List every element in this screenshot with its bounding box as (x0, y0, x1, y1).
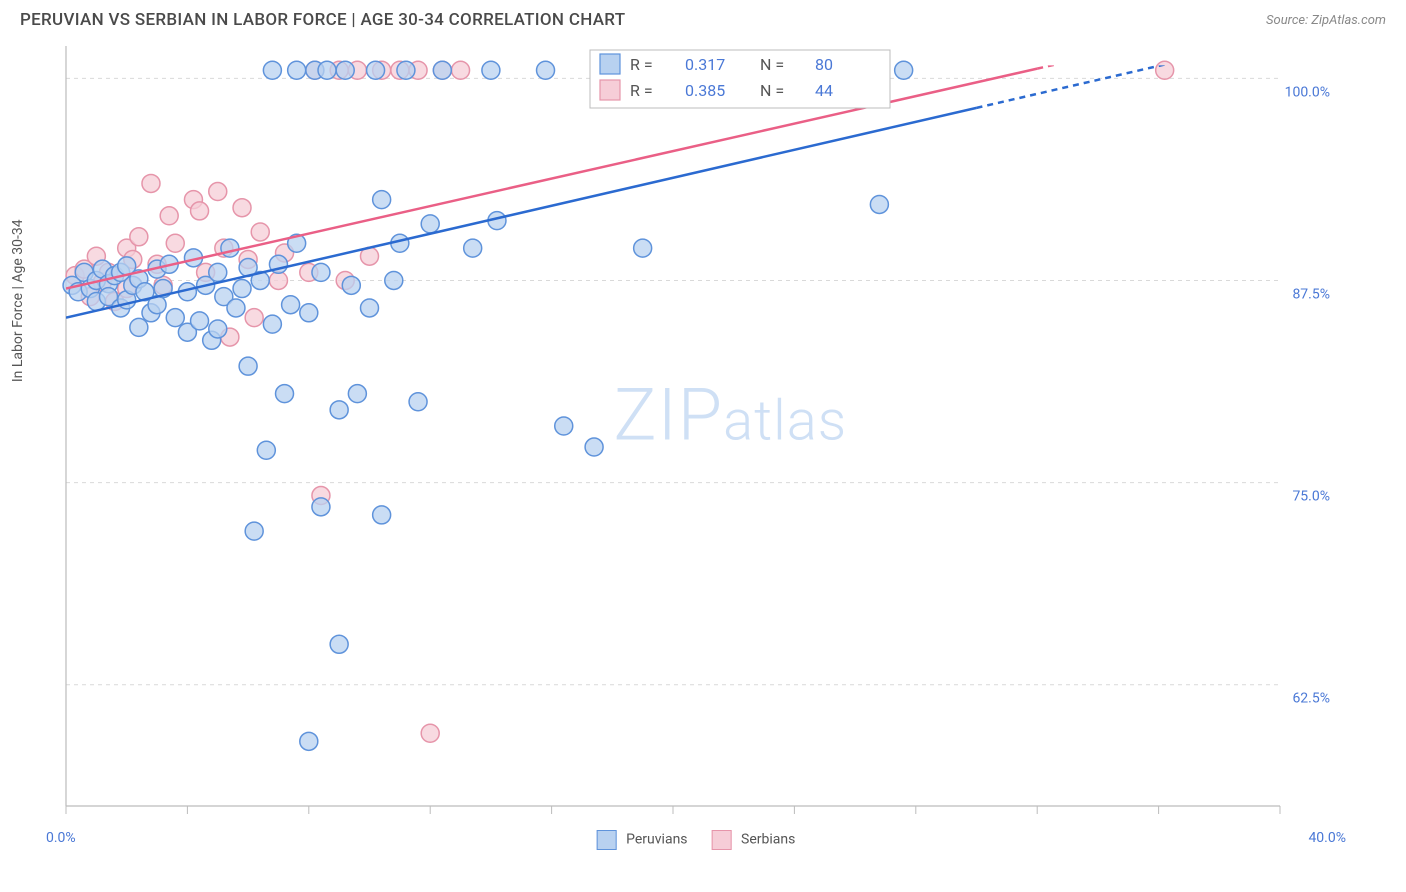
x-axis-min-label: 0.0% (46, 830, 76, 846)
svg-text:75.0%: 75.0% (1292, 489, 1330, 505)
svg-text:0.317: 0.317 (685, 55, 725, 74)
svg-text:R =: R = (630, 81, 653, 100)
source-attribution: Source: ZipAtlas.com (1266, 13, 1386, 28)
bottom-legend: Peruvians Serbians (597, 830, 796, 850)
svg-text:0.385: 0.385 (685, 81, 725, 100)
svg-text:62.5%: 62.5% (1292, 691, 1330, 707)
legend-item-serbians: Serbians (712, 830, 796, 850)
chart-title: PERUVIAN VS SERBIAN IN LABOR FORCE | AGE… (20, 10, 625, 30)
svg-text:N =: N = (760, 81, 784, 100)
legend-swatch-peruvians (597, 830, 617, 850)
legend-label-peruvians: Peruvians (626, 832, 687, 848)
y-axis-title: In Labor Force | Age 30-34 (10, 219, 26, 382)
svg-text:80: 80 (815, 55, 833, 74)
x-axis-max-label: 40.0% (1308, 830, 1346, 846)
legend-swatch-serbians (712, 830, 732, 850)
svg-text:N =: N = (760, 55, 784, 74)
svg-text:100.0%: 100.0% (1285, 84, 1330, 100)
legend-label-serbians: Serbians (741, 832, 795, 848)
svg-text:87.5%: 87.5% (1292, 286, 1330, 302)
svg-text:R =: R = (630, 55, 653, 74)
correlation-scatter-chart: 62.5% 75.0% 87.5% 100.0% R = 0.317 N = 80 R = 0.3… (20, 36, 1340, 826)
legend-item-peruvians: Peruvians (597, 830, 688, 850)
svg-text:44: 44 (815, 81, 833, 100)
